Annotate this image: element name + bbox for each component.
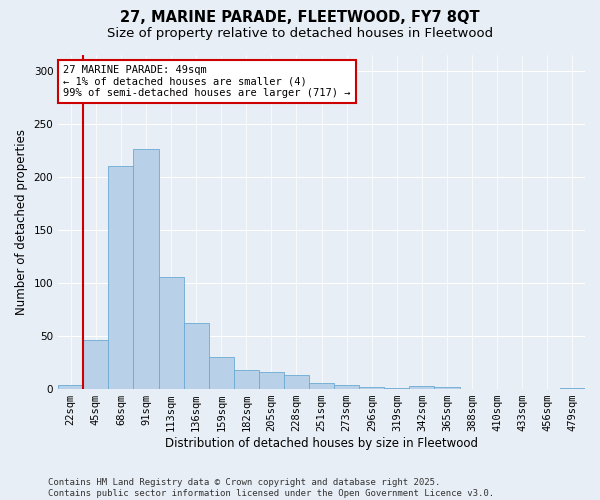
Bar [209, 358, 234, 389]
Bar [184, 324, 209, 389]
Bar [133, 150, 158, 389]
Bar [359, 387, 385, 389]
Bar [334, 385, 359, 389]
Bar [259, 372, 284, 389]
Bar [83, 340, 109, 389]
Text: 27, MARINE PARADE, FLEETWOOD, FY7 8QT: 27, MARINE PARADE, FLEETWOOD, FY7 8QT [120, 10, 480, 25]
Bar [284, 376, 309, 389]
X-axis label: Distribution of detached houses by size in Fleetwood: Distribution of detached houses by size … [165, 437, 478, 450]
Bar [109, 166, 133, 389]
Text: Contains HM Land Registry data © Crown copyright and database right 2025.
Contai: Contains HM Land Registry data © Crown c… [48, 478, 494, 498]
Bar [560, 388, 585, 389]
Text: Size of property relative to detached houses in Fleetwood: Size of property relative to detached ho… [107, 28, 493, 40]
Bar [309, 382, 334, 389]
Bar [234, 370, 259, 389]
Bar [409, 386, 434, 389]
Y-axis label: Number of detached properties: Number of detached properties [15, 129, 28, 315]
Bar [158, 276, 184, 389]
Bar [58, 385, 83, 389]
Bar [434, 387, 460, 389]
Bar [385, 388, 409, 389]
Text: 27 MARINE PARADE: 49sqm
← 1% of detached houses are smaller (4)
99% of semi-deta: 27 MARINE PARADE: 49sqm ← 1% of detached… [64, 65, 351, 98]
